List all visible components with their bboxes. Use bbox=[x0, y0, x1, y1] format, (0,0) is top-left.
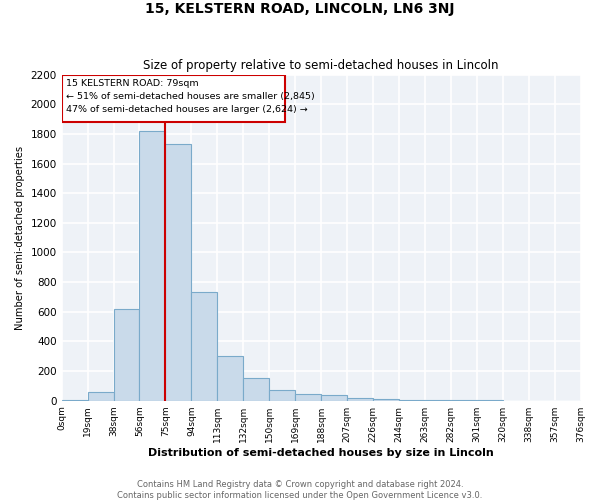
Text: 15, KELSTERN ROAD, LINCOLN, LN6 3NJ: 15, KELSTERN ROAD, LINCOLN, LN6 3NJ bbox=[145, 2, 455, 16]
Bar bbox=[88, 392, 113, 400]
Bar bbox=[243, 378, 269, 400]
Bar bbox=[373, 399, 399, 400]
Bar bbox=[191, 292, 217, 401]
Bar bbox=[217, 356, 243, 401]
Y-axis label: Number of semi-detached properties: Number of semi-detached properties bbox=[15, 146, 25, 330]
Bar bbox=[166, 144, 191, 401]
Bar bbox=[113, 309, 139, 400]
Bar bbox=[321, 395, 347, 400]
Bar bbox=[295, 394, 321, 400]
Bar bbox=[347, 398, 373, 400]
Bar bbox=[269, 390, 295, 400]
Bar bbox=[139, 131, 166, 400]
Title: Size of property relative to semi-detached houses in Lincoln: Size of property relative to semi-detach… bbox=[143, 59, 499, 72]
X-axis label: Distribution of semi-detached houses by size in Lincoln: Distribution of semi-detached houses by … bbox=[148, 448, 494, 458]
Text: 15 KELSTERN ROAD: 79sqm
← 51% of semi-detached houses are smaller (2,845)
47% of: 15 KELSTERN ROAD: 79sqm ← 51% of semi-de… bbox=[65, 79, 314, 114]
FancyBboxPatch shape bbox=[62, 74, 285, 122]
Text: Contains HM Land Registry data © Crown copyright and database right 2024.
Contai: Contains HM Land Registry data © Crown c… bbox=[118, 480, 482, 500]
